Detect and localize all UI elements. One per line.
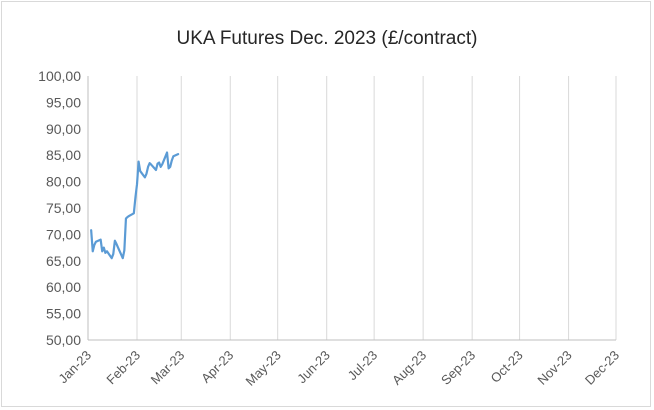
- x-tick-label: Jul-23: [345, 348, 381, 384]
- y-tick-label: 70,00: [46, 226, 81, 242]
- chart-title: UKA Futures Dec. 2023 (£/contract): [176, 28, 478, 49]
- y-tick-label: 55,00: [46, 306, 81, 322]
- x-tick-label: Sep-23: [438, 348, 478, 388]
- grid-lines: [87, 76, 617, 340]
- y-tick-label: 85,00: [46, 147, 81, 163]
- x-tick-label: May-23: [243, 348, 284, 389]
- x-axis-ticks: Jan-23 Feb-23 Mar-23 Apr-23 May-23 Jun-23 Jul-…: [55, 348, 622, 389]
- axes: [87, 76, 616, 341]
- x-tick-label: Feb-23: [103, 348, 143, 388]
- y-tick-label: 90,00: [46, 121, 81, 137]
- series-group: [90, 151, 180, 260]
- x-tick-label: Aug-23: [389, 348, 429, 388]
- y-tick-label: 60,00: [46, 279, 81, 295]
- series-line-0: [90, 151, 180, 260]
- y-tick-label: 75,00: [46, 200, 81, 216]
- y-tick-label: 80,00: [46, 174, 81, 190]
- x-tick-label: Jan-23: [55, 348, 94, 387]
- y-tick-label: 100,00: [38, 68, 81, 84]
- y-tick-label: 65,00: [46, 253, 81, 269]
- x-tick-label: Oct-23: [487, 348, 525, 386]
- y-tick-label: 50,00: [46, 332, 81, 348]
- y-axis-ticks: 50,00 55,00 60,00 65,00 70,00 75,00 80,00 85,00…: [38, 68, 81, 348]
- x-tick-label: Jun-23: [294, 348, 333, 387]
- x-tick-label: Mar-23: [148, 348, 188, 388]
- y-tick-label: 95,00: [46, 94, 81, 110]
- x-tick-label: Dec-23: [582, 348, 622, 388]
- x-tick-label: Apr-23: [198, 348, 236, 386]
- x-tick-label: Nov-23: [534, 348, 574, 388]
